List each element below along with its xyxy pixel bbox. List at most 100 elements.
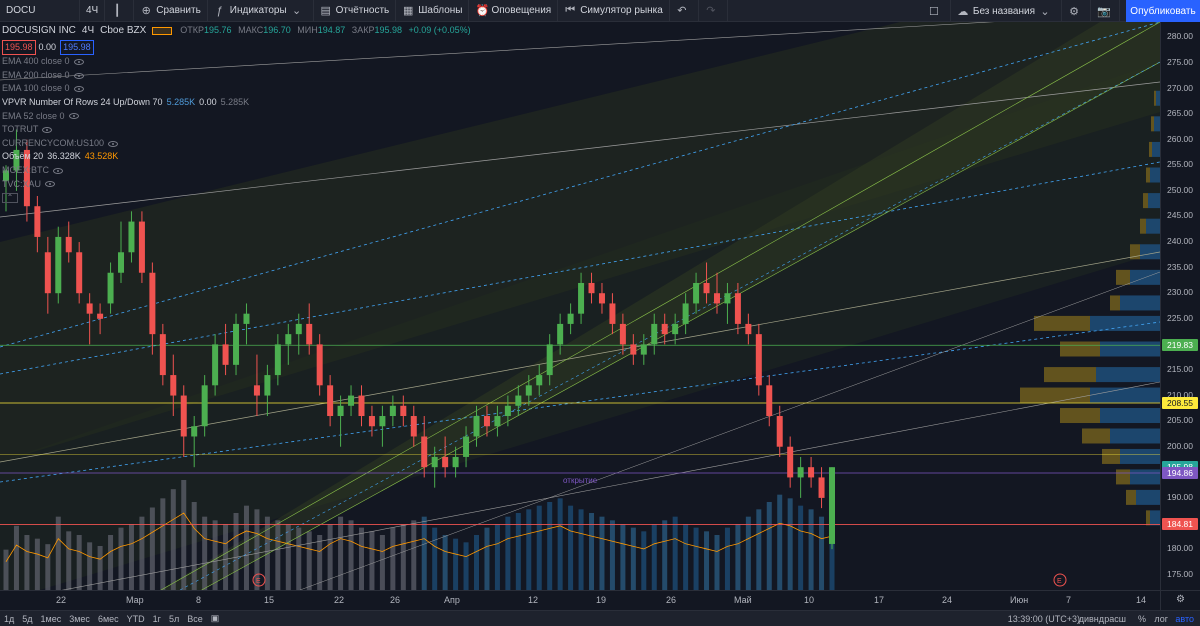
time-tick: 22 <box>334 595 345 605</box>
eye-icon[interactable] <box>73 72 84 79</box>
open-annotation: открытие <box>563 476 598 485</box>
settings-button[interactable]: ⚙ <box>1062 0 1091 22</box>
fullscreen-button[interactable]: ☐ <box>922 0 951 22</box>
alerts-button[interactable]: ⏰ Оповещения <box>469 0 559 22</box>
extended-toggle[interactable]: расш <box>1104 613 1126 624</box>
candle-body <box>661 323 668 335</box>
undo-button[interactable]: ↶ <box>670 0 699 22</box>
range-button[interactable]: 5д <box>22 613 33 624</box>
volume-bar <box>212 520 218 590</box>
replay-button[interactable]: ⏮ Симулятор рынка <box>558 0 670 22</box>
alerts-label: Оповещения <box>491 5 552 16</box>
time-tick: 26 <box>390 595 401 605</box>
replay-icon: ⏮ <box>565 4 576 16</box>
indicators-button[interactable]: ƒ Индикаторы ⌄ <box>208 0 314 22</box>
eye-icon[interactable] <box>53 167 64 174</box>
price-tick: 250.00 <box>1167 184 1193 195</box>
bid-price[interactable]: 195.98 <box>2 39 36 56</box>
range-button[interactable]: YTD <box>126 613 145 624</box>
eye-icon[interactable] <box>73 58 84 65</box>
eye-icon[interactable] <box>108 140 119 147</box>
vpvr-up-bar <box>1120 448 1160 464</box>
volume-bar <box>589 513 595 590</box>
candle-body <box>829 467 835 544</box>
gear-icon: ⚙ <box>1069 5 1079 18</box>
candle-body <box>442 456 449 468</box>
volume-bar <box>651 524 657 590</box>
adjust-toggle[interactable]: дивнд <box>1078 613 1104 624</box>
range-button[interactable]: 3мес <box>69 613 90 624</box>
chart-canvas[interactable]: открытие E E <box>0 22 1160 590</box>
candle-body <box>693 282 700 304</box>
price-axis[interactable]: 280.00 275.00 270.00 265.00 260.00 255.00 250.… <box>1160 22 1200 590</box>
clock-display[interactable]: 13:39:00 (UTC+3) <box>1007 613 1080 624</box>
price-tick: 275.00 <box>1167 56 1193 67</box>
legend-collapse-button[interactable]: ⌃ <box>2 193 471 204</box>
earnings-marker-icon[interactable] <box>1053 573 1067 587</box>
time-tick: 14 <box>1136 595 1147 605</box>
range-button[interactable]: 1д <box>4 613 15 624</box>
eye-icon[interactable] <box>73 86 84 93</box>
symbol-search-button[interactable]: DOCU <box>0 0 80 22</box>
indicator-xau[interactable]: TVC:XAU <box>2 178 471 192</box>
report-button[interactable]: ▤ Отчётность <box>314 0 397 22</box>
time-axis[interactable]: 22 Мар 8 15 22 26 Апр 12 19 26 Май 10 17 24 Июн 7 14 <box>0 590 1160 610</box>
vpvr-down-bar <box>1146 167 1150 183</box>
log-toggle[interactable]: лог <box>1154 613 1168 624</box>
symbol-legend-row[interactable]: DOCUSIGN INC 4Ч Cboe BZX ОТКР195.76 МАКС… <box>2 24 471 38</box>
price-tick: 270.00 <box>1167 82 1193 93</box>
indicator-ema400[interactable]: EMA 400 close 0 <box>2 55 471 69</box>
candle-body <box>243 313 250 324</box>
volume-bar <box>599 516 605 590</box>
snapshot-button[interactable]: 📷 <box>1091 0 1120 22</box>
range-button[interactable]: Все <box>187 613 203 624</box>
volume-bar <box>306 531 312 590</box>
layout-name-button[interactable]: ☁ Без названия ⌄ <box>951 0 1062 22</box>
legend-interval: 4Ч <box>81 25 95 36</box>
square-icon: ☐ <box>928 5 939 18</box>
redo-button[interactable]: ↷ <box>699 0 728 22</box>
vpvr-down-bar <box>1102 448 1120 464</box>
volume-bar <box>474 535 480 590</box>
indicator-label: EMA 100 close 0 <box>2 83 70 94</box>
templates-button[interactable]: ▦ Шаблоны <box>396 0 470 22</box>
calendar-icon[interactable]: ▣ <box>210 613 220 623</box>
candle-body <box>97 313 104 319</box>
time-tick: 26 <box>666 595 677 605</box>
axis-settings-button[interactable]: ⚙ <box>1160 590 1200 610</box>
interval-button[interactable]: 4Ч <box>80 0 106 22</box>
vpvr-up-bar <box>1096 367 1160 383</box>
chart-pane[interactable]: открытие E E DOCUSIGN INC 4Ч Cboe BZX ОТ… <box>0 22 1160 590</box>
flag-icon <box>152 26 173 35</box>
indicator-totrut[interactable]: TOTRUT <box>2 123 471 137</box>
range-button[interactable]: 1мес <box>40 613 62 624</box>
compare-button[interactable]: ⊕ Сравнить <box>134 0 208 22</box>
auto-toggle[interactable]: авто <box>1175 613 1194 624</box>
volume-bar <box>609 520 615 590</box>
eye-icon[interactable] <box>45 181 56 188</box>
volume-bar <box>829 513 835 590</box>
candle-layer <box>3 129 835 550</box>
indicator-volume[interactable]: Объём 20 36.328K 43.528K <box>2 150 471 164</box>
earnings-marker-icon[interactable] <box>252 573 266 587</box>
vpvr-up-bar <box>1150 167 1160 183</box>
change-value: +0.09 (+0.05%) <box>408 25 471 35</box>
chart-style-button[interactable]: ┃ <box>105 0 135 22</box>
volume-bar <box>45 544 51 590</box>
percent-toggle[interactable]: % <box>1137 613 1146 624</box>
eye-icon[interactable] <box>42 126 53 133</box>
range-button[interactable]: 1г <box>152 613 161 624</box>
indicator-ema200[interactable]: EMA 200 close 0 <box>2 69 471 83</box>
range-button[interactable]: 5л <box>168 613 180 624</box>
indicator-us100[interactable]: CURRENCYCOM:US100 <box>2 137 471 151</box>
eye-icon[interactable] <box>68 113 79 120</box>
indicator-ema52[interactable]: EMA 52 close 0 <box>2 110 471 124</box>
ask-price[interactable]: 195.98 <box>60 39 94 56</box>
layout-name-label: Без названия <box>972 5 1035 17</box>
indicator-moex-btc[interactable]: MOEX:BTC <box>2 164 471 178</box>
candle-body <box>253 385 260 396</box>
publish-button[interactable]: Опубликовать <box>1126 0 1200 22</box>
indicator-vpvr[interactable]: VPVR Number Of Rows 24 Up/Down 70 5.285K 0… <box>2 96 471 110</box>
indicator-ema100[interactable]: EMA 100 close 0 <box>2 82 471 96</box>
range-button[interactable]: 6мес <box>97 613 119 624</box>
